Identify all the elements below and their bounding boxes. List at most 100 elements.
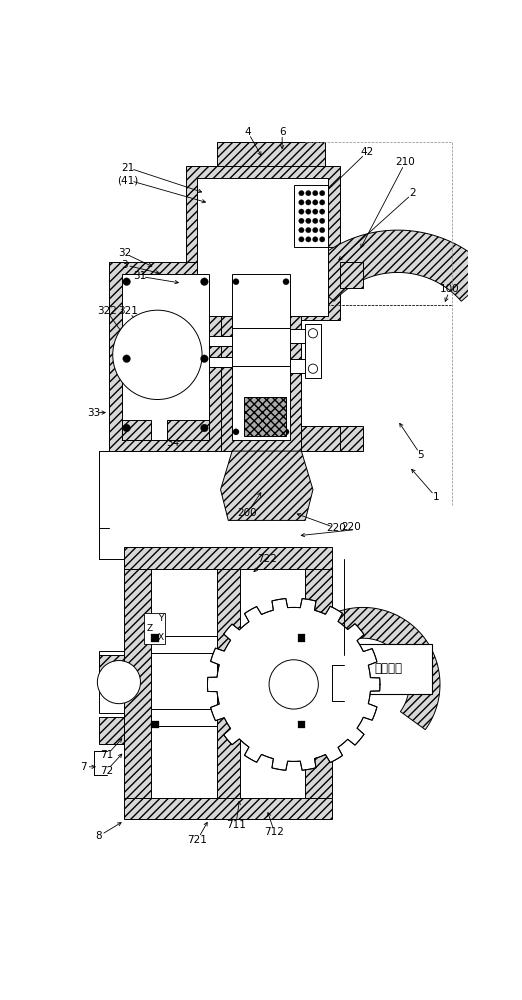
Polygon shape [197,178,328,316]
Polygon shape [124,547,332,569]
Text: 34: 34 [166,438,180,448]
Text: 33: 33 [87,408,100,418]
Circle shape [319,200,325,205]
Circle shape [200,278,208,286]
Circle shape [319,218,325,224]
Circle shape [123,278,130,286]
Polygon shape [305,569,332,798]
Circle shape [269,660,318,709]
Text: 1: 1 [433,492,440,502]
Circle shape [299,209,304,214]
Polygon shape [151,634,159,642]
Polygon shape [232,366,290,440]
Polygon shape [301,426,344,451]
Polygon shape [221,451,313,520]
Text: 2: 2 [410,188,417,198]
Circle shape [200,355,208,363]
Circle shape [319,227,325,233]
Polygon shape [340,262,363,288]
Polygon shape [109,262,221,451]
Circle shape [306,200,311,205]
Text: 5: 5 [418,450,424,460]
Text: 71: 71 [100,750,113,760]
Polygon shape [290,359,313,373]
Polygon shape [302,230,493,301]
Text: 220: 220 [341,522,361,532]
Text: 721: 721 [187,835,207,845]
Polygon shape [305,324,321,378]
Polygon shape [207,599,380,770]
Polygon shape [209,357,232,367]
Circle shape [313,218,318,224]
Text: 42: 42 [360,147,373,157]
Polygon shape [209,336,232,346]
Polygon shape [232,328,290,366]
Polygon shape [122,274,209,440]
Circle shape [319,190,325,196]
Polygon shape [217,569,240,798]
Polygon shape [298,634,305,642]
Text: 100: 100 [440,284,460,294]
Text: 7: 7 [80,762,87,772]
Polygon shape [301,262,344,288]
Polygon shape [151,721,159,728]
Polygon shape [151,709,305,726]
Circle shape [299,200,304,205]
Circle shape [233,429,239,435]
Circle shape [313,227,318,233]
Text: X: X [158,633,163,642]
Circle shape [306,237,311,242]
Circle shape [319,209,325,214]
Text: 200: 200 [238,508,257,518]
Text: (41): (41) [117,175,139,185]
Circle shape [98,661,140,704]
Text: 72: 72 [100,766,113,776]
Polygon shape [151,636,305,653]
Circle shape [313,190,318,196]
Polygon shape [344,644,432,694]
Polygon shape [124,798,332,819]
Circle shape [309,364,317,373]
Text: 31: 31 [133,271,146,281]
Circle shape [313,209,318,214]
Circle shape [313,200,318,205]
Polygon shape [326,607,440,730]
Text: 712: 712 [265,827,284,837]
Text: 220: 220 [326,523,346,533]
Circle shape [313,237,318,242]
Polygon shape [122,420,151,440]
Polygon shape [167,420,209,440]
Circle shape [113,310,202,400]
Polygon shape [221,262,301,451]
Circle shape [309,329,317,338]
Polygon shape [144,613,165,644]
Circle shape [306,190,311,196]
Text: 722: 722 [257,554,277,564]
Polygon shape [298,721,305,728]
Circle shape [299,218,304,224]
Polygon shape [232,274,290,328]
Circle shape [233,279,239,285]
Text: 21: 21 [122,163,135,173]
Polygon shape [186,166,340,320]
Polygon shape [294,185,328,247]
Text: 3: 3 [121,260,127,270]
Polygon shape [340,426,363,451]
Text: 711: 711 [226,820,246,830]
Text: 322: 322 [97,306,116,316]
Polygon shape [99,655,124,682]
Text: 液压泵站: 液压泵站 [374,662,402,675]
Polygon shape [305,655,344,678]
Text: 321: 321 [118,306,138,316]
Circle shape [299,190,304,196]
Text: Z: Z [147,624,153,633]
Circle shape [123,424,130,432]
Polygon shape [290,329,313,343]
Text: 210: 210 [396,157,415,167]
Text: 4: 4 [244,127,251,137]
Circle shape [299,237,304,242]
Circle shape [200,424,208,432]
Circle shape [283,429,289,435]
Polygon shape [99,717,124,744]
Circle shape [306,218,311,224]
